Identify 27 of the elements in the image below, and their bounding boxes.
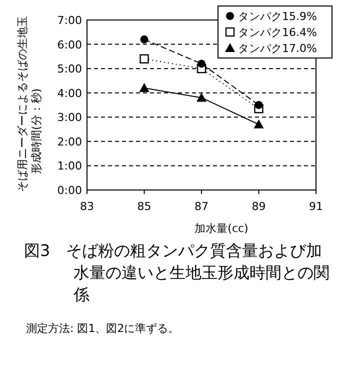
y-tick-label: 7:00 [57, 14, 82, 27]
y-tick-label: 4:00 [57, 86, 82, 100]
x-tick-label: 83 [80, 200, 94, 213]
x-tick-label: 89 [252, 200, 266, 213]
point [198, 60, 206, 68]
point [140, 54, 149, 64]
text: 測定方法: 図1、図2に準ずる。 [26, 322, 180, 335]
x-tick-label: 91 [309, 200, 323, 213]
point [196, 92, 206, 102]
text: 図3 そば粉の粗タンパク質含量および加水量の違いと生地玉形成時間との関係 [24, 240, 331, 306]
point [139, 83, 150, 92]
y-tick-label: 0:00 [57, 184, 82, 197]
y-axis-title: そば用ニーダーによるそばの生地玉形成時間(分：秒) [16, 16, 43, 192]
y-tick-label: 6:00 [57, 38, 82, 52]
legend-label: タンパク17.0% [238, 42, 317, 55]
point [254, 119, 264, 128]
y-tick-label: 5:00 [57, 62, 82, 76]
y-tick-label: 2:00 [57, 135, 82, 148]
x-tick-label: 87 [194, 200, 208, 213]
x-axis-title: 加水量(cc) [194, 222, 248, 235]
legend-label: タンパク16.4% [238, 26, 317, 39]
y-tick-label: 3:00 [57, 111, 82, 124]
y-tick-label: 1:00 [57, 160, 82, 173]
legend-label: タンパク15.9% [238, 10, 317, 23]
point [254, 101, 263, 109]
x-tick-label: 85 [137, 200, 152, 213]
point [140, 35, 148, 44]
